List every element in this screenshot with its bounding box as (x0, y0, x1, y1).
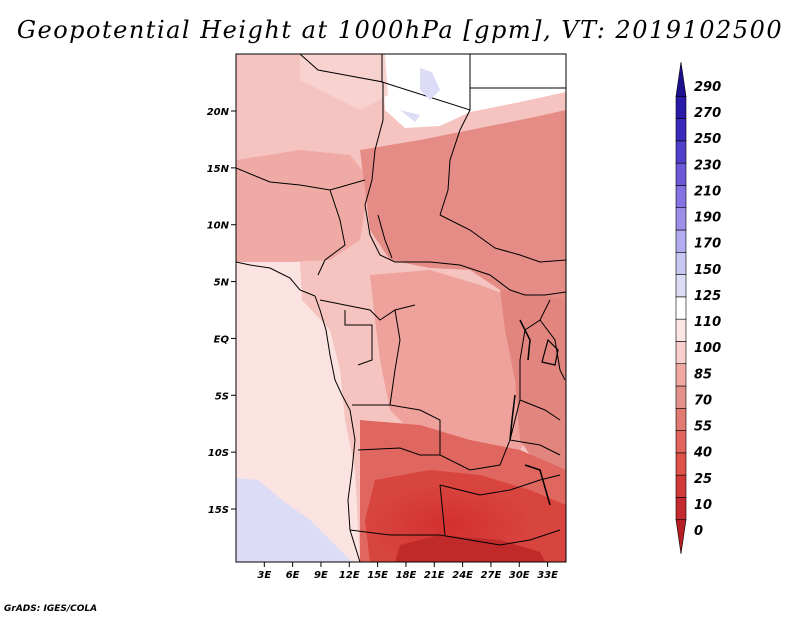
lon-tick-label: 3E (257, 570, 271, 581)
colorbar-swatch (675, 363, 687, 387)
colorbar-swatch (675, 474, 687, 498)
colorbar-label: 25 (694, 472, 712, 487)
lon-tick-label: 27E (481, 570, 502, 581)
colorbar-swatch (675, 229, 687, 253)
colorbar-swatch (675, 407, 687, 431)
lon-tick-label: 21E (424, 570, 445, 581)
lat-tick-label: 10S (208, 448, 229, 459)
colorbar-label: 0 (694, 524, 703, 539)
lat-tick-label: 20N (207, 107, 230, 118)
colorbar-swatch (675, 274, 687, 298)
lon-tick-label: 6E (286, 570, 300, 581)
lon-tick-label: 33E (537, 570, 558, 581)
colorbar-label: 250 (694, 132, 721, 147)
colorbar-swatch (675, 251, 687, 275)
colorbar-label: 150 (694, 263, 721, 278)
colorbar: 0 10 25 40 55 70 85 100 110 125 150 170 190 210 230 250… (675, 61, 721, 555)
colorbar-label: 170 (694, 237, 721, 252)
colorbar-label: 190 (694, 211, 721, 226)
colorbar-label: 55 (694, 420, 712, 435)
colorbar-swatch (675, 118, 687, 142)
colorbar-swatch (675, 61, 687, 97)
lon-tick-label: 12E (339, 570, 360, 581)
colorbar-swatch (675, 207, 687, 231)
colorbar-swatch (675, 318, 687, 342)
colorbar-label: 70 (694, 393, 712, 408)
chart-title: Geopotential Height at 1000hPa [gpm], VT… (16, 16, 784, 44)
lat-tick-label: 5S (215, 391, 229, 402)
colorbar-label: 210 (694, 184, 721, 199)
colorbar-swatch (675, 296, 687, 320)
lat-tick-label: 10N (207, 221, 230, 232)
colorbar-swatch (675, 452, 687, 476)
colorbar-swatch (675, 385, 687, 409)
lon-tick-label: 9E (314, 570, 328, 581)
lat-tick-label: 5N (214, 278, 230, 289)
colorbar-label: 230 (694, 158, 721, 173)
colorbar-label: 85 (694, 367, 712, 382)
colorbar-swatch (675, 430, 687, 454)
colorbar-swatch (675, 95, 687, 119)
software-credit: GrADS: IGES/COLA (4, 604, 98, 614)
colorbar-label: 10 (694, 498, 712, 513)
water-bodies (400, 68, 440, 122)
lat-tick-label: 15S (208, 505, 229, 516)
colorbar-label: 100 (694, 341, 721, 356)
lat-tick-label: 15N (207, 164, 230, 175)
lon-tick-label: 18E (396, 570, 417, 581)
colorbar-label: 40 (693, 446, 712, 461)
colorbar-label: 110 (694, 315, 721, 330)
lon-tick-label: 24E (452, 570, 473, 581)
colorbar-label: 125 (694, 289, 721, 304)
colorbar-swatch (675, 140, 687, 164)
plot-frame (235, 53, 567, 563)
lon-tick-label: 15E (367, 570, 388, 581)
colorbar-swatch (675, 341, 687, 365)
longitude-axis: 3E 6E 9E 12E 15E 18E 21E 24E 27E 30E 33E (257, 562, 558, 581)
country-borders (236, 54, 566, 562)
colorbar-swatch (675, 519, 687, 555)
colorbar-label: 290 (694, 80, 721, 95)
colorbar-swatch (675, 497, 687, 521)
colorbar-swatch (675, 185, 687, 209)
lat-tick-label: EQ (214, 334, 230, 345)
colorbar-swatch (675, 162, 687, 186)
lon-tick-label: 30E (509, 570, 530, 581)
colorbar-label: 270 (694, 106, 721, 121)
latitude-axis: 20N 15N 10N 5N EQ 5S 10S 15S (207, 107, 236, 516)
